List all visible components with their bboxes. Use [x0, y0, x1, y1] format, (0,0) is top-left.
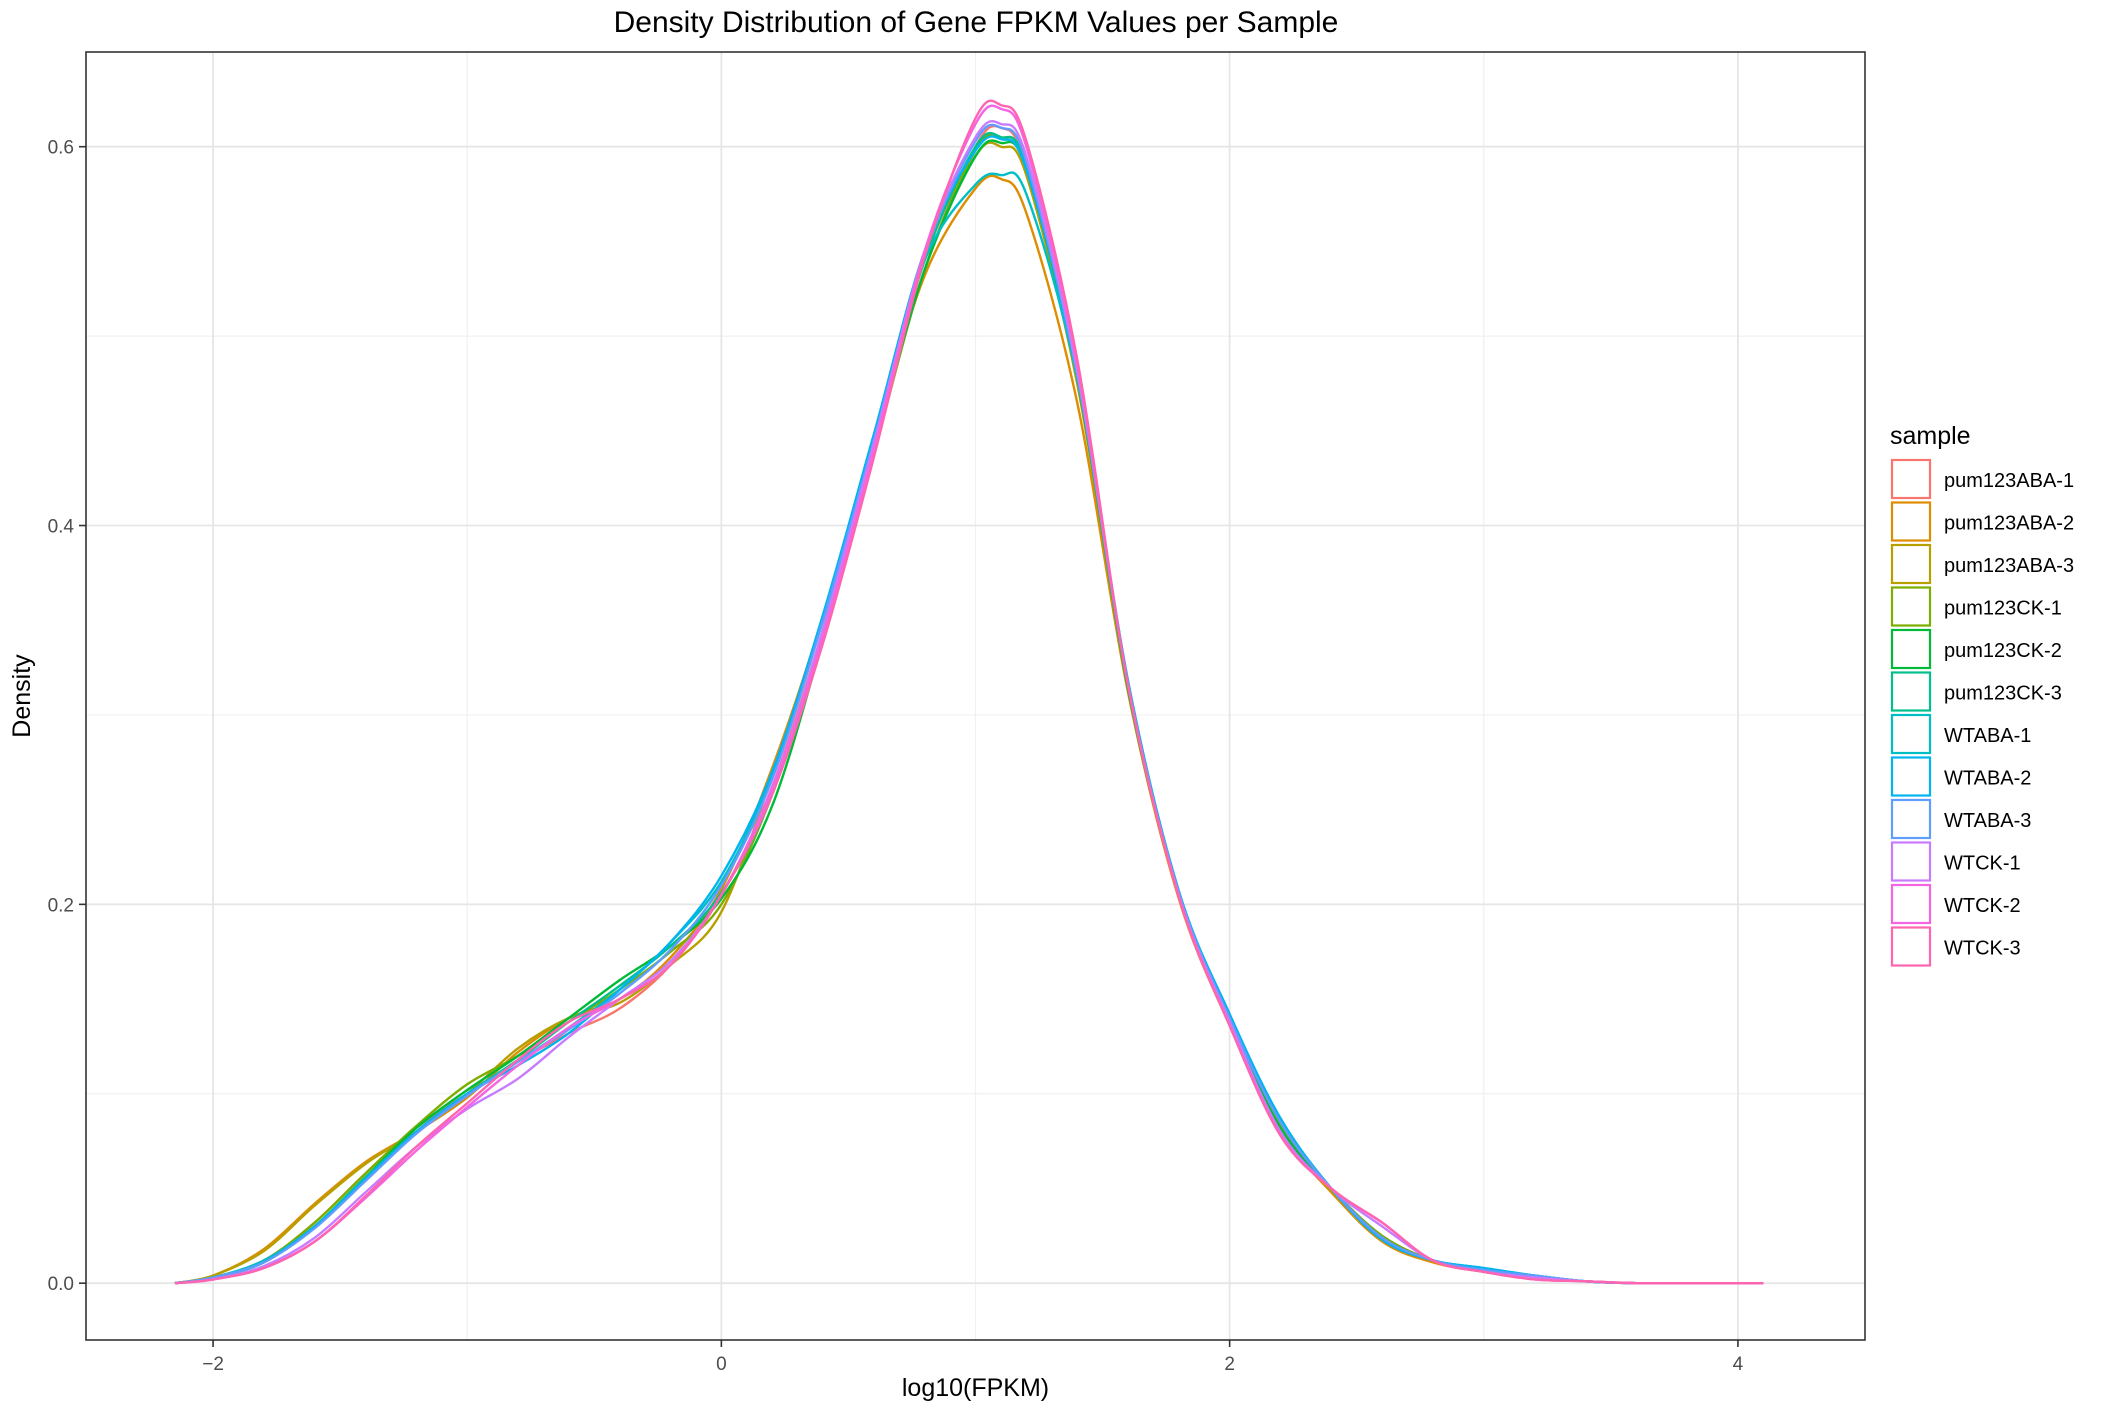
x-tick-label: 2 — [1224, 1354, 1235, 1375]
legend-key-swatch — [1890, 671, 1932, 712]
legend-label: pum123CK-3 — [1944, 683, 2062, 705]
y-tick-label: 0.6 — [48, 138, 74, 159]
legend-key-swatch — [1890, 756, 1932, 797]
legend-item: pum123CK-3 — [1890, 671, 2062, 712]
legend-label: WTCK-2 — [1944, 895, 2021, 917]
legend-label: pum123CK-1 — [1944, 598, 2062, 620]
density-line-WTCK-3 — [174, 99, 1764, 1285]
series-layer — [174, 99, 1764, 1285]
legend-label: pum123ABA-3 — [1944, 555, 2074, 577]
legend-title: sample — [1890, 422, 1971, 450]
legend-key-swatch — [1890, 586, 1932, 627]
y-tick-label: 0.2 — [48, 895, 74, 916]
x-axis: −2 0 2 4 — [202, 1340, 1744, 1375]
legend-label: WTCK-3 — [1944, 938, 2021, 960]
legend-key-swatch — [1890, 798, 1932, 840]
y-axis: 0.0 0.2 0.4 0.6 — [48, 138, 86, 1295]
legend-item: WTCK-1 — [1890, 841, 2021, 882]
legend-key-swatch — [1890, 713, 1932, 755]
legend-item: WTABA-2 — [1890, 756, 2031, 797]
y-tick-label: 0.0 — [48, 1274, 74, 1295]
plot-panel-border — [85, 51, 1866, 1341]
legend-item: WTABA-3 — [1890, 798, 2031, 840]
legend-item: pum123CK-1 — [1890, 586, 2062, 627]
legend-item: pum123ABA-1 — [1890, 458, 2074, 500]
x-tick-label: 4 — [1733, 1354, 1744, 1375]
legend-item: pum123CK-2 — [1890, 628, 2062, 670]
legend-label: WTABA-2 — [1944, 768, 2031, 790]
legend-label: pum123ABA-1 — [1944, 470, 2074, 492]
legend-item: WTCK-3 — [1890, 926, 2021, 967]
legend: sample pum123ABA-1 pum123ABA-2 pum123ABA-3… — [1890, 422, 2074, 967]
y-tick-label: 0.4 — [48, 517, 75, 538]
legend-label: WTCK-1 — [1944, 853, 2021, 875]
y-axis-title: Density — [8, 654, 36, 738]
legend-label: pum123ABA-2 — [1944, 513, 2074, 535]
legend-item: pum123ABA-3 — [1890, 543, 2074, 585]
legend-label: pum123CK-2 — [1944, 640, 2062, 662]
density-line-WTABA-3 — [174, 123, 1764, 1285]
legend-key-swatch — [1890, 926, 1932, 967]
legend-item: WTABA-1 — [1890, 713, 2031, 755]
legend-label: WTABA-3 — [1944, 810, 2031, 832]
legend-key-swatch — [1890, 543, 1932, 585]
legend-key-swatch — [1890, 458, 1932, 500]
x-tick-label: 0 — [716, 1354, 727, 1375]
legend-key-swatch — [1890, 501, 1932, 542]
chart-title: Density Distribution of Gene FPKM Values… — [614, 6, 1339, 39]
legend-item: pum123ABA-2 — [1890, 501, 2074, 542]
legend-item: WTCK-2 — [1890, 883, 2021, 925]
x-axis-title: log10(FPKM) — [902, 1374, 1049, 1402]
legend-label: WTABA-1 — [1944, 725, 2031, 747]
legend-key-swatch — [1890, 883, 1932, 925]
legend-key-swatch — [1890, 628, 1932, 670]
legend-key-swatch — [1890, 841, 1932, 882]
x-tick-label: −2 — [202, 1354, 224, 1375]
